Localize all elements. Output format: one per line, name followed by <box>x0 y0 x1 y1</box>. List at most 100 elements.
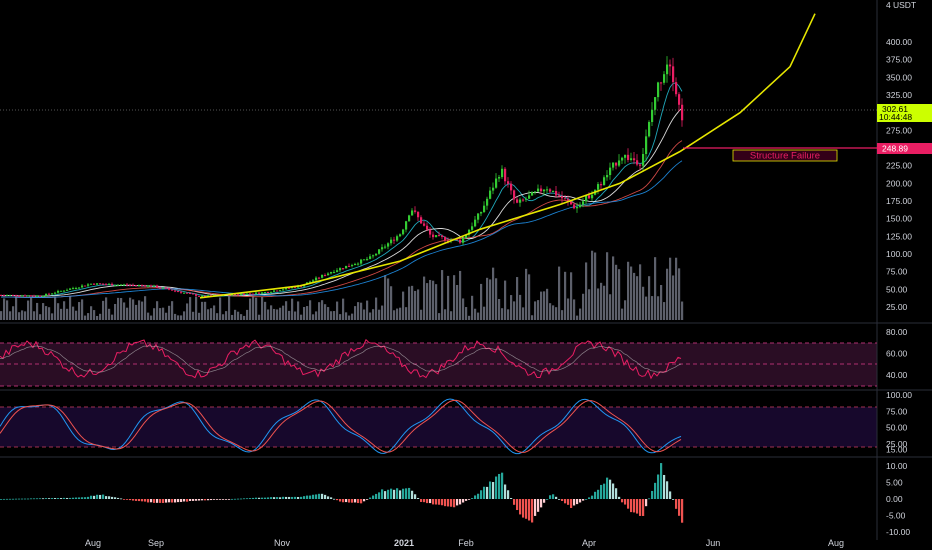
macd-histogram-bar <box>522 499 525 518</box>
macd-histogram-bar <box>534 499 537 516</box>
volume-bar <box>357 302 360 320</box>
macd-histogram-bar <box>345 499 348 503</box>
candle-body <box>558 195 561 197</box>
macd-histogram-bar <box>450 499 453 507</box>
macd-axis[interactable]: 15.00 10.00 5.00 0.00 -5.00 -10.00 <box>886 445 910 538</box>
candle-body <box>84 285 87 287</box>
macd-histogram-bar <box>222 499 225 500</box>
candle-body <box>33 295 36 297</box>
volume-bar <box>666 268 669 320</box>
volume-bar <box>315 311 318 320</box>
candle-body <box>495 178 498 188</box>
macd-histogram-bar <box>267 497 270 499</box>
macd-histogram-bar <box>447 499 450 507</box>
candle-body <box>444 236 447 241</box>
macd-histogram-bar <box>414 494 417 499</box>
volume-bar <box>390 286 393 320</box>
candle-body <box>678 94 681 105</box>
volume-bar <box>168 305 171 320</box>
volume-bar <box>87 313 90 320</box>
macd-histogram-bar <box>348 499 351 503</box>
macd-histogram-bar <box>237 498 240 500</box>
time-axis[interactable]: Aug Sep Nov 2021 Feb Apr Jun Aug <box>85 538 844 548</box>
candle-body <box>174 290 177 292</box>
moving-average-line <box>1 160 683 298</box>
volume-bar <box>492 267 495 320</box>
candle-body <box>318 277 321 279</box>
candle-body <box>120 284 123 286</box>
macd-histogram-bar <box>627 499 630 509</box>
candle-body <box>339 268 342 271</box>
macd-histogram-bar <box>27 498 30 500</box>
candle-body <box>267 292 270 294</box>
rsi-axis[interactable]: 80.00 60.00 40.00 <box>886 327 908 380</box>
volume-bar <box>348 315 351 320</box>
candle-body <box>573 204 576 209</box>
macd-histogram-bar <box>471 498 474 499</box>
volume-bar <box>678 268 681 320</box>
macd-histogram-bar <box>630 499 633 513</box>
stoch-axis[interactable]: 100.00 75.00 50.00 25.00 <box>886 390 912 449</box>
volume-bar <box>291 298 294 320</box>
candle-body <box>21 295 24 297</box>
volume-bar <box>366 300 369 320</box>
candle-body <box>624 154 627 158</box>
candle-body <box>90 283 93 285</box>
macd-histogram-bar <box>549 495 552 499</box>
volume-bar <box>450 311 453 320</box>
volume-bar <box>582 293 585 320</box>
macd-histogram-bar <box>660 463 663 499</box>
volume-bar <box>177 315 180 320</box>
volume-bar <box>36 302 39 320</box>
volume-bar <box>21 310 24 320</box>
candle-body <box>636 160 639 165</box>
volume-bar <box>243 315 246 320</box>
candle-body <box>366 258 369 260</box>
candle-body <box>513 190 516 200</box>
volume-bar <box>531 315 534 320</box>
macd-histogram-bar <box>51 498 54 499</box>
volume-bar <box>510 295 513 320</box>
volume-bar <box>192 311 195 320</box>
volume-bar <box>621 308 624 320</box>
volume-bar <box>609 294 612 320</box>
volume-bar <box>567 298 570 320</box>
price-tick-label: 150.00 <box>886 214 912 224</box>
rsi-pane <box>0 338 682 380</box>
macd-histogram-bar <box>156 499 159 503</box>
volume-bar <box>30 297 33 320</box>
volume-bar <box>273 308 276 320</box>
volume-bar <box>69 296 72 320</box>
candle-body <box>456 239 459 241</box>
volume-bar <box>663 302 666 320</box>
structure-failure-box[interactable] <box>732 149 838 162</box>
macd-pane <box>0 463 684 523</box>
volume-bar <box>588 289 591 320</box>
candle-body <box>102 283 105 285</box>
macd-histogram-bar <box>612 483 615 499</box>
volume-bar <box>294 311 297 320</box>
volume-bar <box>132 299 135 320</box>
volume-bar <box>129 297 132 320</box>
price-tick-label: 375.00 <box>886 55 912 65</box>
macd-histogram-bar <box>96 494 99 499</box>
candle-body <box>141 285 144 287</box>
macd-histogram-bar <box>555 496 558 499</box>
volume-bar <box>459 270 462 320</box>
candle-body <box>639 164 642 166</box>
stoch-tick-label: 75.00 <box>886 406 908 416</box>
candle-body <box>471 226 474 230</box>
volume-bar <box>558 266 561 320</box>
volume-bar <box>648 276 651 320</box>
macd-histogram-bar <box>9 498 12 500</box>
time-tick-label: Feb <box>458 538 474 548</box>
candle-body <box>375 253 378 256</box>
macd-histogram-bar <box>468 499 471 500</box>
macd-histogram-bar <box>81 497 84 499</box>
macd-histogram-bar <box>291 496 294 499</box>
macd-histogram-bar <box>672 499 675 500</box>
macd-histogram-bar <box>189 499 192 502</box>
volume-bar <box>369 312 372 320</box>
macd-histogram-bar <box>261 497 264 499</box>
